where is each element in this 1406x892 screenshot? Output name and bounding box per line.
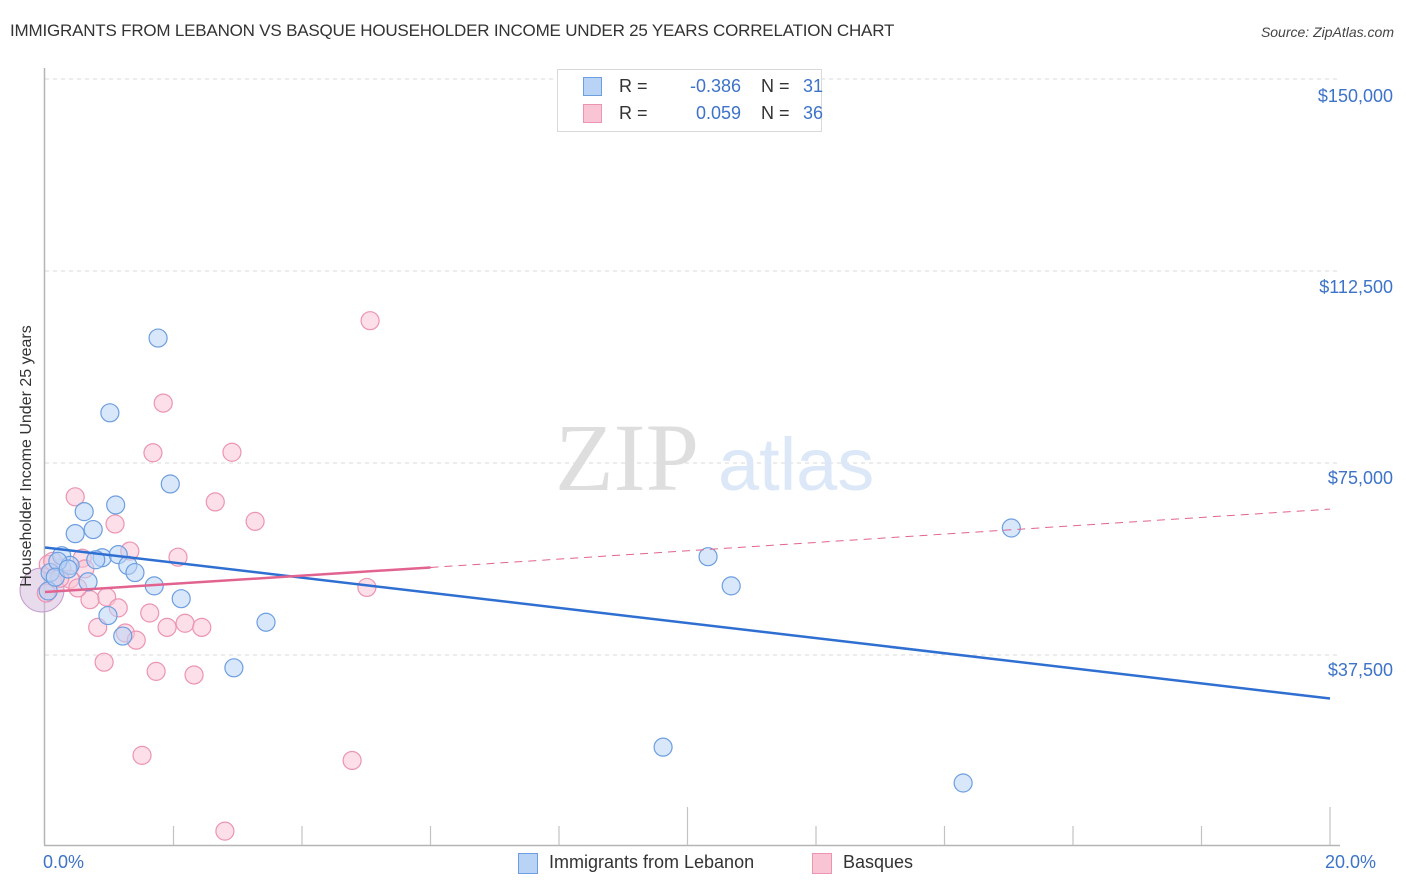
basques-swatch-icon: [583, 104, 602, 123]
data-point: [106, 495, 126, 515]
data-point: [171, 589, 191, 609]
data-point: [215, 821, 235, 841]
axes: [43, 68, 1340, 847]
data-point: [205, 492, 225, 512]
y-tick-112500: $112,500: [1319, 277, 1393, 297]
legend-label-lebanon: Immigrants from Lebanon: [549, 852, 755, 872]
data-point: [157, 617, 177, 637]
data-point: [78, 572, 98, 592]
watermark: ZIP atlas: [555, 404, 874, 511]
gridlines: [45, 78, 1340, 656]
watermark-atlas: atlas: [718, 423, 874, 506]
data-point: [1001, 518, 1021, 538]
watermark-zip: ZIP: [555, 404, 699, 511]
data-point: [245, 511, 265, 531]
trendlines: [44, 508, 1331, 700]
data-point: [143, 443, 163, 463]
data-point: [160, 474, 180, 494]
x-tick-marks: [172, 807, 1331, 845]
data-point: [360, 311, 380, 331]
y-tick-37500: $37,500: [1327, 660, 1393, 680]
r-label: R =: [619, 76, 648, 96]
source-label: Source: ZipAtlas.com: [1260, 24, 1394, 40]
chart-title: IMMIGRANTS FROM LEBANON VS BASQUE HOUSEH…: [10, 21, 895, 40]
r-value: -0.386: [689, 76, 741, 96]
lebanon-swatch-icon: [583, 77, 602, 96]
data-point: [140, 603, 160, 623]
data-point: [953, 773, 973, 793]
data-point: [100, 403, 120, 423]
data-point: [721, 576, 741, 596]
data-point: [125, 562, 145, 583]
basques-trendline: [44, 566, 431, 594]
n-value: 31: [802, 76, 823, 96]
data-point: [256, 612, 276, 632]
data-point: [74, 502, 94, 522]
data-point: [357, 577, 377, 598]
data-point: [65, 524, 85, 544]
lebanon-swatch-icon: [518, 853, 538, 874]
n-label: N =: [761, 76, 790, 96]
legend-label-basques: Basques: [843, 852, 914, 872]
n-label: N =: [761, 103, 790, 123]
x-tick-20: 20.0%: [1325, 852, 1377, 872]
data-point: [175, 613, 195, 633]
data-point: [153, 393, 173, 413]
lebanon-trendline: [44, 546, 1331, 700]
data-point: [113, 626, 133, 646]
y-tick-150000: $150,000: [1317, 86, 1393, 106]
data-point: [148, 328, 168, 348]
data-point: [132, 745, 152, 765]
data-point: [192, 617, 212, 637]
y-tick-75000: $75,000: [1327, 468, 1393, 488]
x-tick-0: 0.0%: [43, 852, 85, 872]
data-point: [222, 442, 242, 462]
data-point: [94, 652, 114, 672]
data-point: [65, 487, 85, 507]
n-value: 36: [802, 103, 823, 123]
data-point: [653, 737, 673, 757]
data-point: [98, 605, 118, 626]
data-point: [146, 661, 166, 681]
basques-trendline-extension: [430, 508, 1331, 568]
data-point: [224, 658, 244, 678]
data-point: [105, 514, 125, 534]
r-label: R =: [619, 103, 648, 123]
basques-swatch-icon: [812, 853, 832, 874]
lebanon-points: [38, 328, 1021, 793]
data-point: [698, 547, 718, 567]
data-point: [342, 750, 362, 771]
data-point: [184, 665, 204, 685]
data-point: [58, 559, 78, 579]
y-axis-label: Householder Income Under 25 years: [18, 325, 35, 587]
correlation-legend: R = -0.386 N = 31 R = 0.059 N = 36: [557, 69, 823, 132]
data-point: [83, 519, 103, 540]
r-value: 0.059: [695, 103, 741, 123]
data-point: [86, 550, 106, 570]
